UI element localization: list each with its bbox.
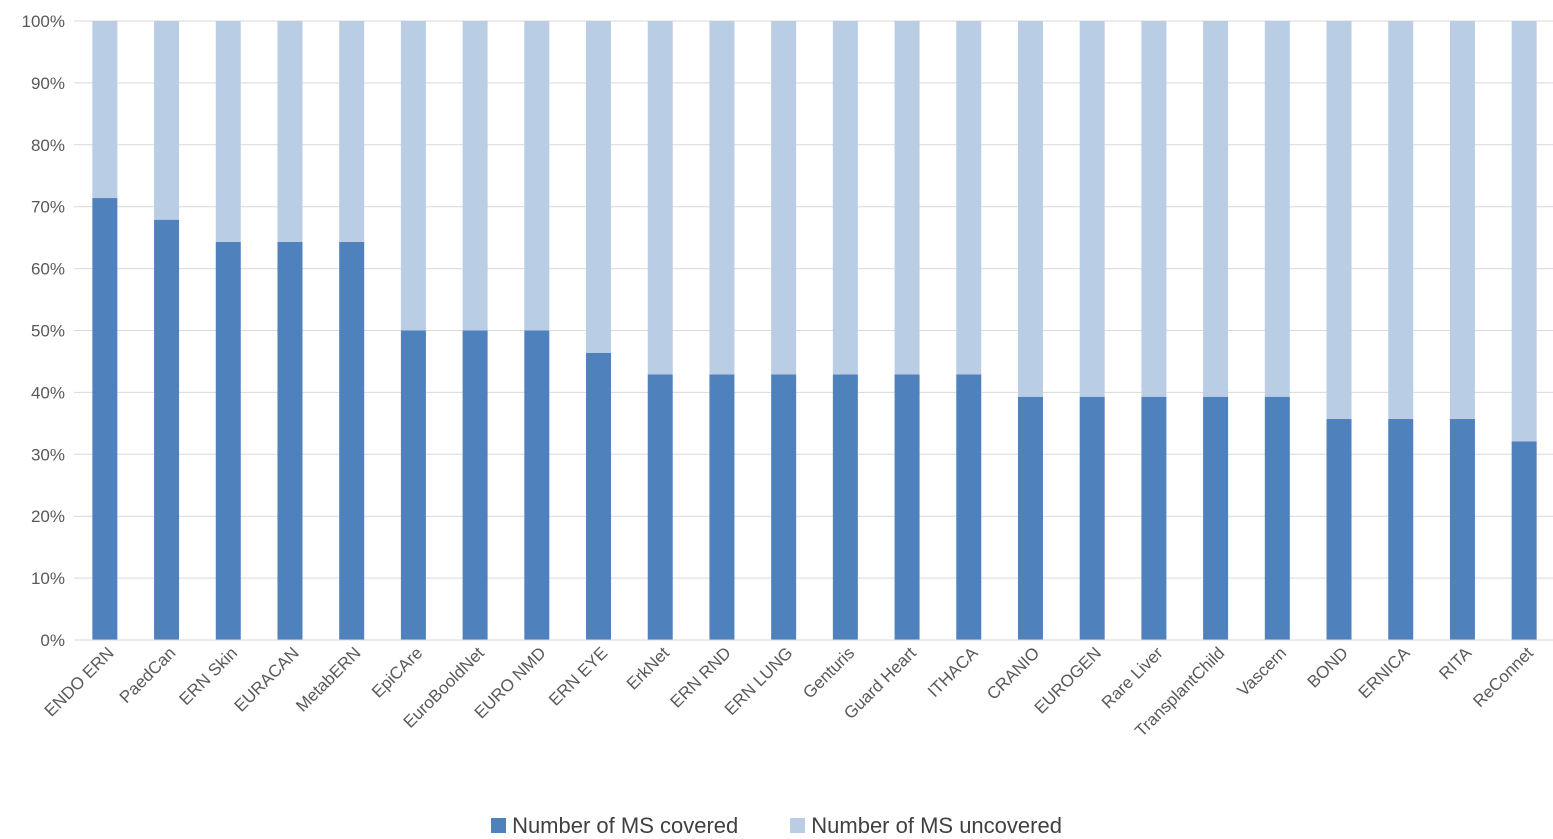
bar-covered: [586, 352, 612, 640]
bar-uncovered: [1326, 21, 1352, 420]
bar-covered: [894, 374, 920, 640]
bar-uncovered: [339, 21, 365, 242]
bar-covered: [1264, 396, 1290, 640]
bar-covered: [1388, 419, 1414, 640]
bar-covered: [462, 330, 488, 640]
bar-uncovered: [1203, 21, 1229, 397]
bar-uncovered: [462, 21, 488, 331]
bar-uncovered: [709, 21, 735, 375]
y-tick-label: 40%: [31, 383, 65, 402]
legend-swatch-covered: [491, 818, 507, 833]
bar-covered: [400, 330, 426, 640]
bar-uncovered: [832, 21, 858, 375]
x-tick-label: ReConnet: [1469, 643, 1537, 711]
x-tick-label: Vascern: [1233, 643, 1290, 700]
x-tick-label: EURACAN: [231, 643, 303, 715]
x-tick-label: EpiCAre: [368, 643, 426, 701]
bars: [74, 21, 1553, 641]
bar-uncovered: [524, 21, 550, 331]
bar-covered: [1017, 396, 1043, 640]
x-tick-label: CRANIO: [983, 643, 1043, 703]
x-tick-label: BOND: [1304, 643, 1352, 691]
bar-covered: [1326, 419, 1352, 640]
legend-item-uncovered: Number of MS uncovered: [790, 813, 1062, 839]
x-tick-label: ERN Skin: [176, 643, 242, 709]
bar-covered: [277, 241, 303, 640]
bar-uncovered: [92, 21, 118, 199]
bar-covered: [647, 374, 673, 640]
x-tick-label: ERNICA: [1355, 643, 1414, 702]
y-tick-label: 30%: [31, 445, 65, 464]
bar-covered: [771, 374, 797, 640]
gridlines: [74, 20, 1553, 641]
legend: Number of MS covered Number of MS uncove…: [0, 812, 1553, 839]
x-tick-label: MetabERN: [292, 643, 364, 715]
x-tick-label: ERN EYE: [545, 643, 611, 709]
bar-uncovered: [277, 21, 303, 242]
x-tick-label: Genturis: [799, 643, 858, 702]
bar-covered: [215, 241, 241, 640]
x-tick-label: ENDO ERN: [41, 643, 118, 720]
bar-uncovered: [1141, 21, 1167, 397]
bar-covered: [832, 374, 858, 640]
y-tick-label: 100%: [22, 12, 65, 31]
x-tick-label: EUROGEN: [1031, 643, 1105, 717]
x-tick-label: ErkNet: [623, 643, 673, 693]
bar-uncovered: [771, 21, 797, 375]
bar-covered: [524, 330, 550, 640]
bar-covered: [1449, 419, 1475, 640]
bar-uncovered: [647, 21, 673, 375]
bar-covered: [1079, 396, 1105, 640]
x-tick-label: PaedCan: [116, 643, 180, 707]
bar-uncovered: [1264, 21, 1290, 397]
bar-covered: [709, 374, 735, 640]
bar-uncovered: [154, 21, 180, 220]
bar-uncovered: [1017, 21, 1043, 397]
y-tick-label: 0%: [40, 631, 65, 650]
legend-label-uncovered: Number of MS uncovered: [811, 812, 1062, 838]
bar-covered: [92, 198, 118, 640]
stacked-bar-chart: 0% 10% 20% 30% 40% 50% 60% 70% 80% 90% 100% ENDO E…: [22, 12, 1553, 741]
y-tick-label: 70%: [31, 198, 65, 217]
y-tick-label: 10%: [31, 569, 65, 588]
bar-covered: [1203, 396, 1229, 640]
bar-uncovered: [586, 21, 612, 353]
legend-item-covered: Number of MS covered: [491, 813, 738, 839]
y-tick-label: 90%: [31, 74, 65, 93]
y-tick-label: 80%: [31, 136, 65, 155]
x-tick-label: RITA: [1435, 643, 1475, 683]
y-axis-ticks: 0% 10% 20% 30% 40% 50% 60% 70% 80% 90% 100%: [22, 12, 65, 650]
y-tick-label: 60%: [31, 260, 65, 279]
y-tick-label: 20%: [31, 507, 65, 526]
bar-uncovered: [1079, 21, 1105, 397]
bar-uncovered: [956, 21, 982, 375]
bar-uncovered: [1449, 21, 1475, 420]
legend-label-covered: Number of MS covered: [512, 812, 739, 838]
bar-covered: [1511, 441, 1537, 640]
bar-uncovered: [894, 21, 920, 375]
bar-uncovered: [1511, 21, 1537, 442]
bar-covered: [956, 374, 982, 640]
bar-covered: [339, 241, 365, 640]
bar-covered: [154, 219, 180, 640]
y-tick-label: 50%: [31, 322, 65, 341]
bar-covered: [1141, 396, 1167, 640]
legend-swatch-uncovered: [790, 818, 806, 833]
bar-uncovered: [1388, 21, 1414, 420]
x-tick-label: ITHACA: [924, 643, 982, 701]
bar-uncovered: [215, 21, 241, 242]
bar-uncovered: [400, 21, 426, 331]
